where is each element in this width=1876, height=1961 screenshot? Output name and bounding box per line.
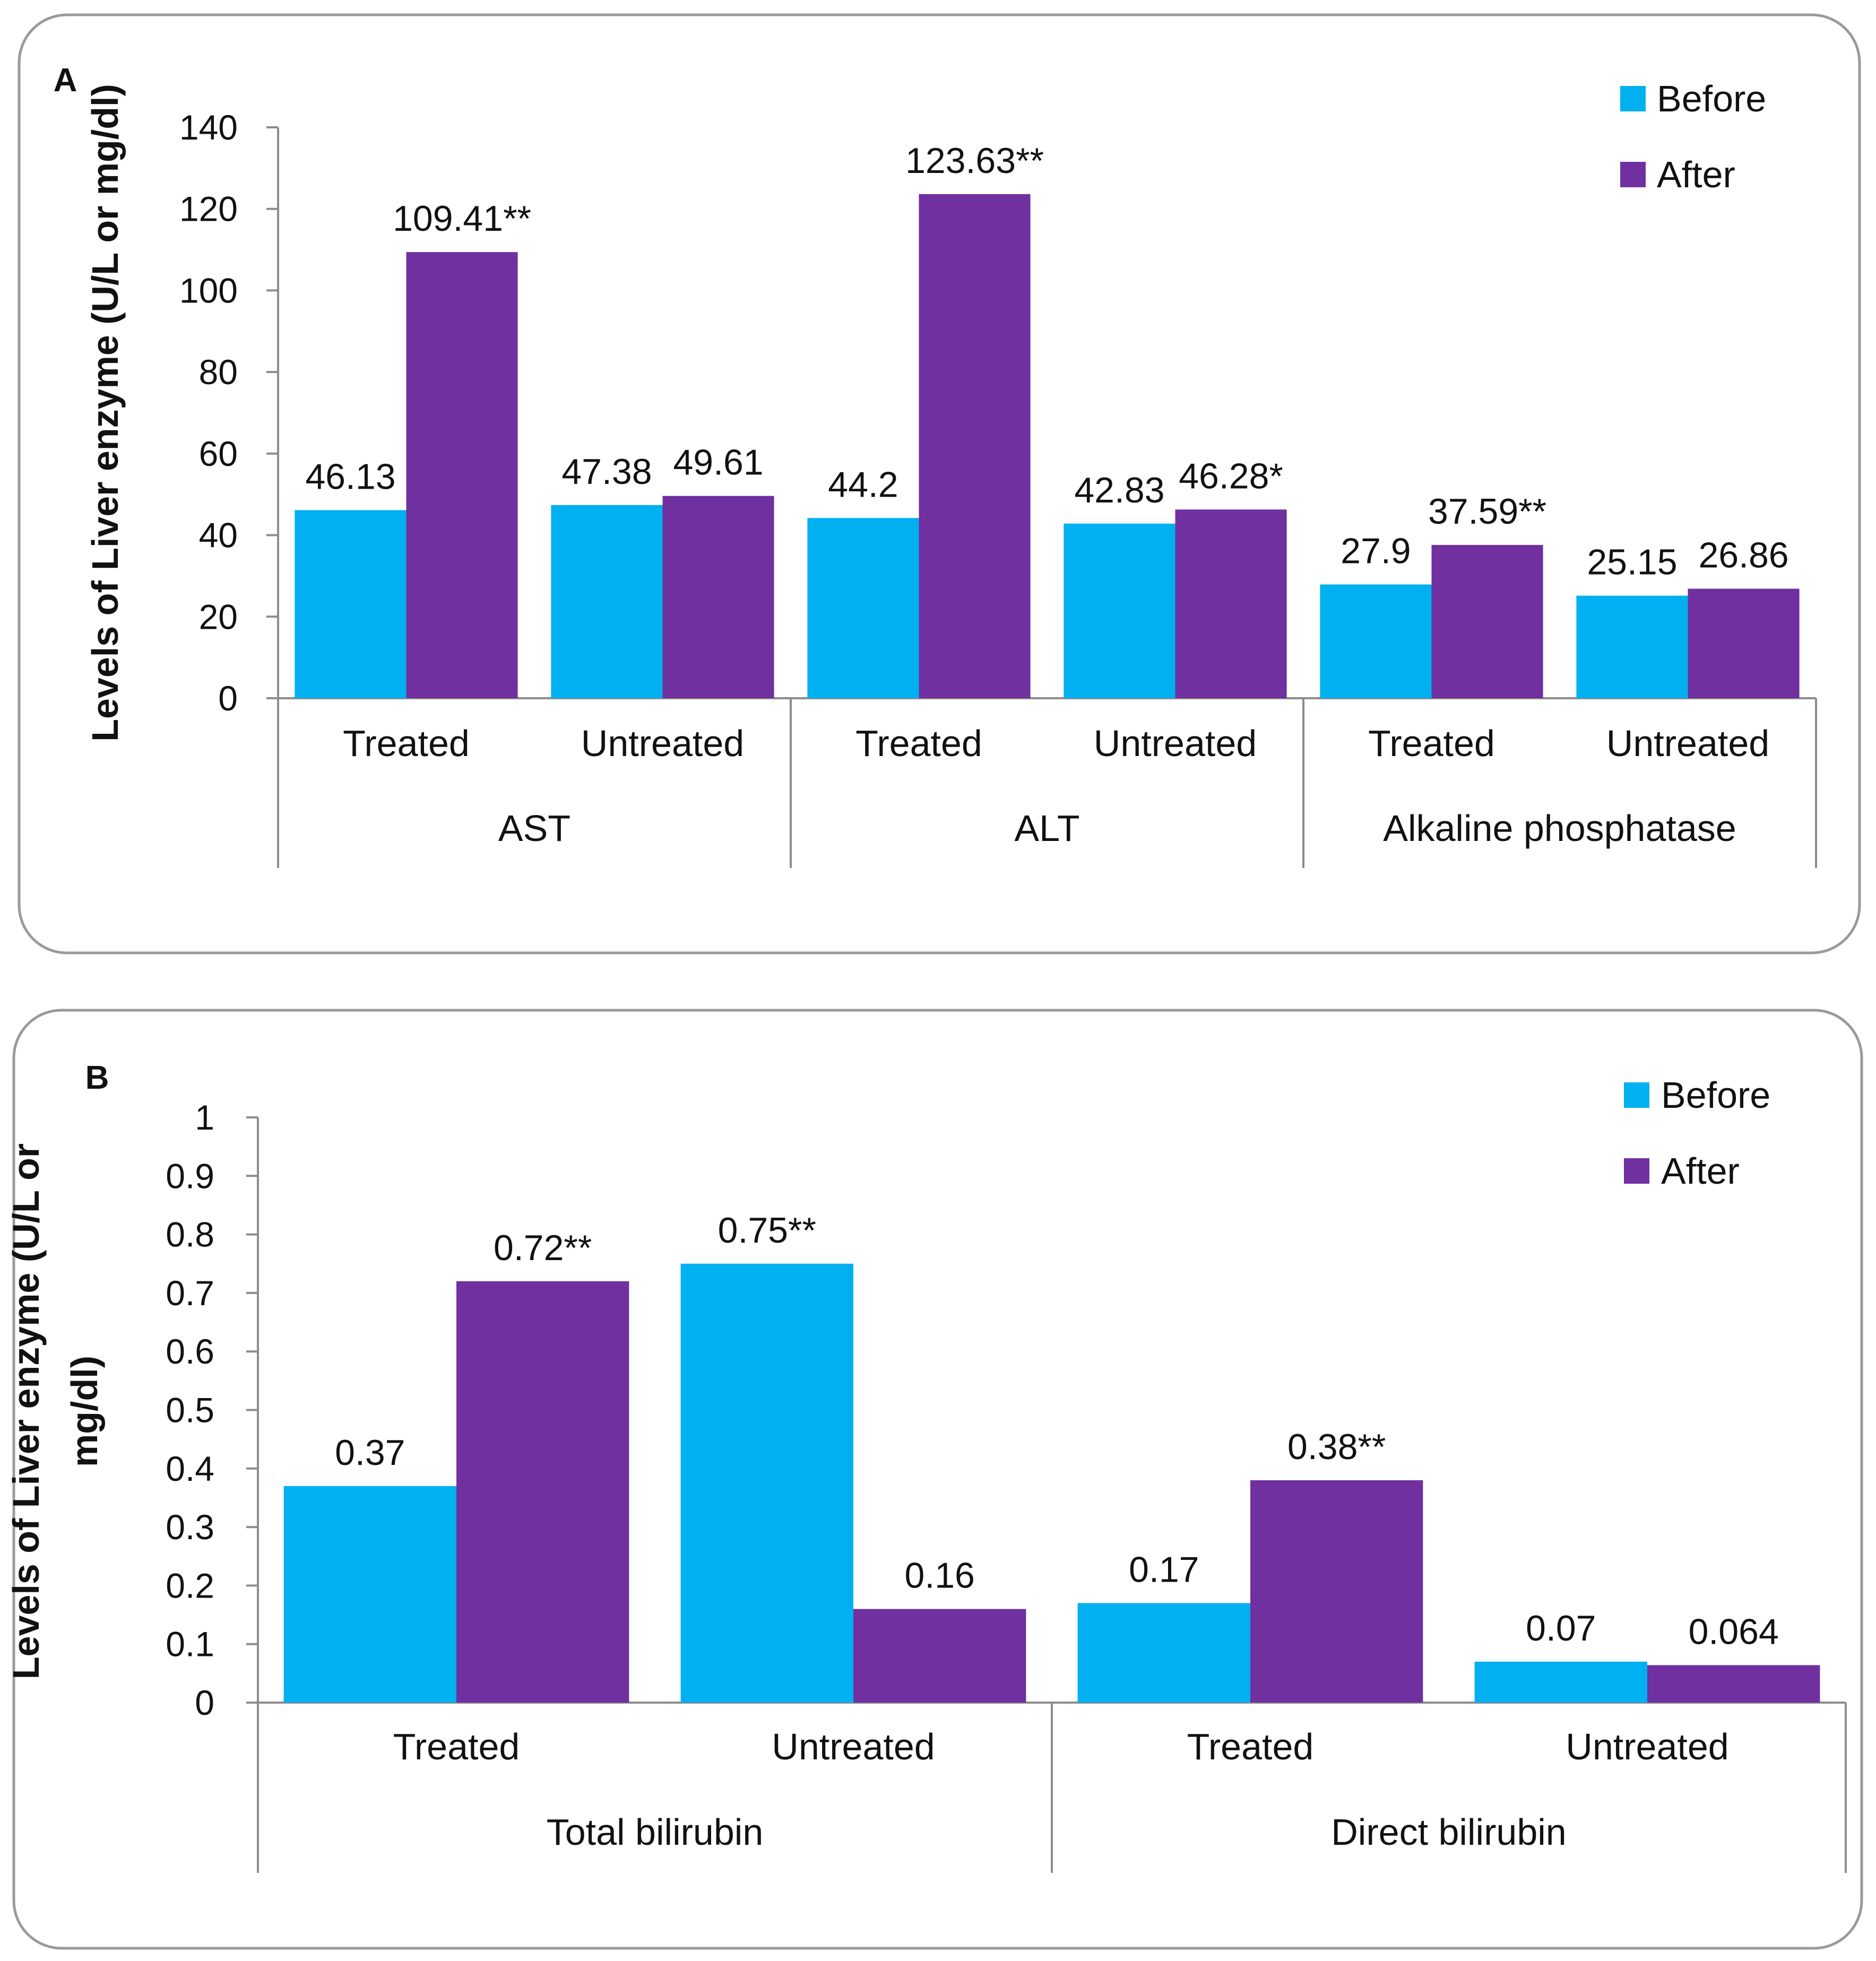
category-label: Untreated — [1566, 1726, 1728, 1767]
legend-label: After — [1657, 154, 1735, 195]
bar-before — [1576, 595, 1688, 698]
data-label: 0.75** — [718, 1210, 816, 1251]
data-label: 0.064 — [1689, 1611, 1779, 1652]
y-axis-title: Levels of Liver enzyme (U/L or mg/dl) — [84, 84, 126, 742]
bar-after — [853, 1609, 1026, 1703]
y-tick-label: 0 — [218, 679, 238, 718]
y-tick-label: 100 — [179, 271, 238, 310]
bar-before — [1077, 1603, 1250, 1703]
y-tick-label: 80 — [199, 352, 238, 392]
y-tick-label: 0.2 — [166, 1566, 214, 1605]
panel-letter: B — [85, 1060, 109, 1096]
data-label: 109.41** — [393, 198, 531, 239]
bar-before — [1320, 584, 1432, 698]
data-label: 37.59** — [1428, 491, 1546, 532]
data-label: 27.9 — [1341, 531, 1411, 571]
data-label: 0.07 — [1526, 1608, 1596, 1648]
panel-b-chart: B 0 0.1 0.2 0.3 0.4 0.5 0.6 0.7 0.8 0.9 1 Levels of … — [5, 1060, 1847, 1873]
y-tick-label: 120 — [179, 189, 238, 229]
legend-swatch-before — [1624, 1082, 1649, 1108]
bar-after — [1250, 1480, 1423, 1703]
data-label: 42.83 — [1074, 470, 1164, 510]
data-label: 0.17 — [1129, 1549, 1199, 1590]
data-label: 0.37 — [335, 1433, 405, 1473]
y-axis-title-line: Levels of Liver enzyme (U/L or — [5, 1143, 47, 1679]
group-label: AST — [498, 808, 570, 849]
category-label: Treated — [1368, 723, 1495, 764]
bar-after — [662, 496, 774, 698]
bar-before — [680, 1263, 853, 1703]
group-label: Direct bilirubin — [1331, 1811, 1566, 1853]
data-label: 0.38** — [1287, 1427, 1386, 1467]
y-axis-title-line: Levels of Liver enzyme (U/L or mg/dl) — [84, 84, 126, 742]
data-label: 47.38 — [561, 452, 652, 492]
y-tick-label: 20 — [199, 597, 238, 636]
category-label: Treated — [393, 1726, 520, 1767]
category-label: Treated — [855, 723, 982, 764]
y-tick-label: 0.5 — [166, 1391, 214, 1430]
data-label: 46.13 — [305, 456, 395, 497]
panel-b-frame — [12, 1009, 1863, 1950]
bar-before — [1474, 1661, 1647, 1703]
group-label: Alkaline phosphatase — [1383, 808, 1736, 849]
legend-label: Before — [1661, 1074, 1770, 1116]
panel-letter: A — [54, 62, 77, 99]
y-tick-label: 0.4 — [166, 1449, 214, 1488]
legend-label: Before — [1657, 78, 1766, 119]
panel-a-chart: A 0 20 40 60 80 100 120 140 Levels of Liver enzym… — [54, 62, 1817, 868]
legend-swatch-after — [1620, 162, 1646, 187]
y-axis-title: Levels of Liver enzyme (U/L or mg/dl) — [5, 1143, 105, 1679]
bar-after — [1647, 1665, 1820, 1703]
data-label: 0.72** — [494, 1228, 592, 1268]
category-label: Untreated — [581, 723, 744, 764]
y-tick-label: 0.6 — [166, 1332, 214, 1371]
bar-after — [1431, 545, 1543, 698]
y-tick-label: 0.3 — [166, 1507, 214, 1547]
data-label: 49.61 — [673, 442, 763, 483]
bar-before — [1064, 523, 1175, 698]
bar-before — [551, 505, 663, 698]
bar-after — [456, 1281, 629, 1703]
bar-after — [919, 194, 1031, 698]
y-tick-label: 140 — [179, 108, 238, 147]
y-axis-title-line: mg/dl) — [64, 1356, 105, 1467]
bar-before — [295, 510, 407, 698]
data-label: 26.86 — [1698, 535, 1788, 576]
bar-after — [1175, 509, 1287, 698]
data-label: 123.63** — [905, 141, 1044, 181]
bar-after — [1688, 588, 1800, 698]
legend-swatch-before — [1620, 86, 1646, 111]
y-tick-label: 0.1 — [166, 1625, 214, 1664]
y-tick-label: 0 — [195, 1683, 214, 1722]
category-label: Untreated — [772, 1726, 935, 1767]
data-label: 25.15 — [1587, 542, 1677, 583]
legend-label: After — [1661, 1150, 1740, 1192]
data-label: 44.2 — [828, 464, 898, 505]
y-tick-label: 40 — [199, 516, 238, 555]
bar-before — [283, 1486, 456, 1703]
group-label: Total bilirubin — [547, 1811, 764, 1853]
bar-before — [807, 518, 919, 698]
data-label: 46.28* — [1179, 456, 1283, 496]
y-tick-label: 1 — [195, 1098, 214, 1137]
bar-after — [406, 252, 518, 699]
legend-swatch-after — [1624, 1158, 1649, 1184]
y-tick-label: 0.8 — [166, 1215, 214, 1254]
y-tick-label: 0.9 — [166, 1156, 214, 1195]
y-tick-label: 0.7 — [166, 1273, 214, 1313]
y-tick-label: 60 — [199, 434, 238, 473]
data-label: 0.16 — [905, 1556, 975, 1596]
category-label: Untreated — [1094, 723, 1257, 764]
group-label: ALT — [1014, 808, 1079, 849]
category-label: Treated — [1187, 1726, 1314, 1767]
category-label: Untreated — [1606, 723, 1769, 764]
category-label: Treated — [343, 723, 470, 764]
